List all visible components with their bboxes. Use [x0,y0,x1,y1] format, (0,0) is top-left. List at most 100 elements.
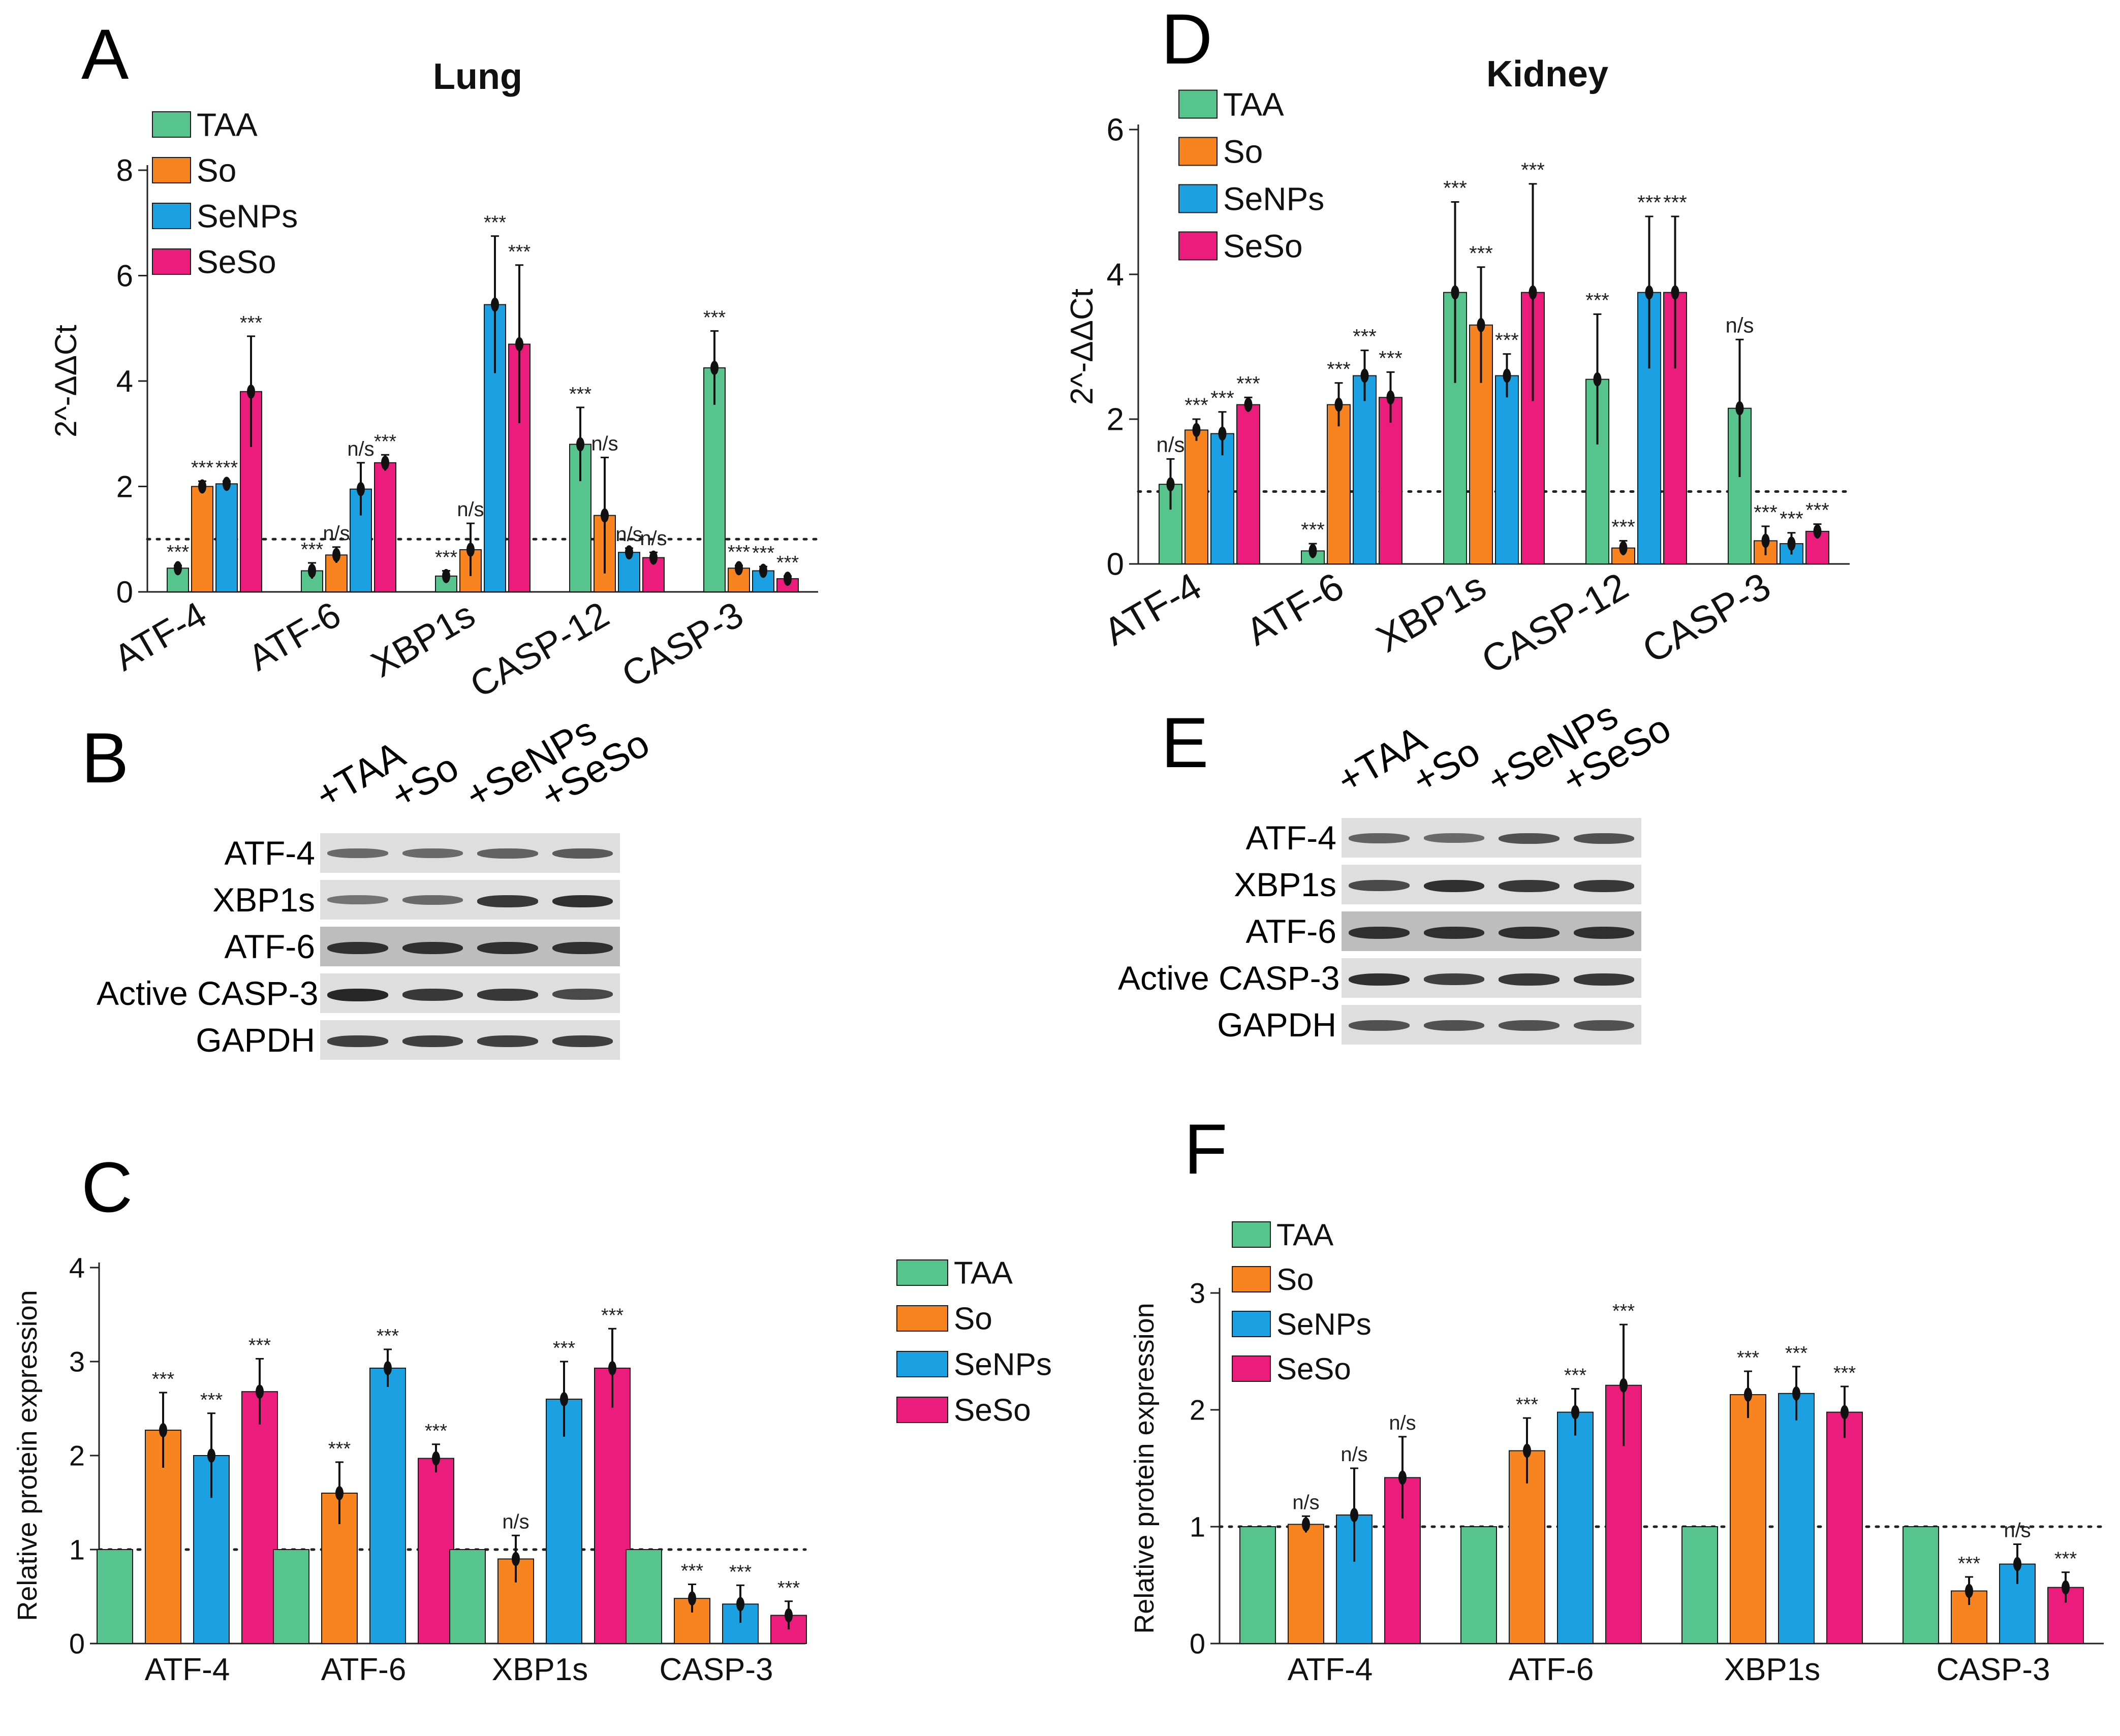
data-point-marker [332,548,340,562]
data-point-marker [247,384,255,399]
significance-label-atf-6-seso: *** [1612,1301,1635,1322]
y-tick-label: 6 [1107,113,1124,148]
blot-strip [320,833,620,873]
bar-atf-4-senps [215,483,238,592]
blot-protein-label: Active CASP-3 [1118,959,1340,997]
data-point-marker [198,479,206,494]
data-point-marker [1451,285,1459,300]
significance-label-casp-12-seso: n/s [640,527,667,550]
data-point-marker [1619,541,1628,555]
blot-row-xbp1s: XBP1s [97,880,620,920]
significance-label-casp-12-so: *** [1611,516,1635,538]
x-tick-label-casp-3: CASP-3 [615,594,750,696]
blot-protein-label: GAPDH [196,1021,315,1059]
bar-casp-3-taa [703,367,726,592]
blot-band [1349,1020,1410,1031]
bar-atf-4-taa [97,1549,133,1644]
bar-casp-12-taa [1585,378,1609,564]
data-point-marker [1350,1508,1358,1522]
bar-xbp1s-senps [484,304,506,592]
legend-swatch-senps [152,203,191,229]
blot-band [402,989,463,1001]
data-point-marker [688,1591,696,1606]
data-point-marker [1787,536,1796,551]
blot-row-active-casp-3: Active CASP-3 [1118,958,1641,998]
legend-label-so: So [1276,1262,1314,1297]
blot-band [1499,833,1560,844]
legend-label-so: So [954,1302,992,1337]
data-point-marker [1645,285,1654,300]
bar-xbp1s-taa [435,575,457,592]
y-tick-label: 8 [116,153,133,187]
blot-strip [1342,958,1641,998]
significance-label-atf-6-so: n/s [323,522,350,545]
x-tick-label-casp-12: CASP-12 [1475,564,1636,682]
data-point-marker [1334,397,1343,412]
legend: TAA So SeNPs SeSo [152,106,298,280]
data-point-marker [1593,372,1602,387]
data-point-marker [357,482,365,496]
blot-band [552,895,613,908]
legend-label-senps: SeNPs [954,1347,1052,1382]
significance-label-xbp1s-so: *** [1737,1347,1760,1369]
data-point-marker [466,543,475,557]
significance-label-casp-12-senps: *** [1637,192,1661,214]
blot-strip [1342,1005,1641,1045]
significance-label-atf-6-taa: *** [301,539,324,560]
significance-label-xbp1s-senps: *** [1495,329,1519,352]
data-point-marker [2062,1580,2070,1595]
legend-label-taa: TAA [1223,86,1284,122]
bar-atf-4-so [1288,1524,1324,1644]
significance-label-casp-12-senps: n/s [615,523,642,546]
data-point-marker [784,572,792,586]
significance-label-atf-6-taa: *** [1301,519,1325,541]
data-point-marker [2013,1557,2021,1571]
blot-strip [320,880,620,920]
bar-atf-4-so [1184,429,1208,564]
data-point-marker [759,563,767,578]
data-point-marker [207,1448,215,1463]
blot-strip [1342,818,1641,858]
blot-band [477,848,538,859]
blot-row-atf-4: ATF-4 [1118,818,1641,858]
y-tick-label: 2 [116,470,133,504]
data-point-marker [608,1361,616,1375]
data-point-marker [159,1423,167,1438]
bar-xbp1s-senps [1495,375,1519,564]
x-tick-label-atf-6: ATF-6 [1239,564,1351,654]
chart-f: 0 1 2 3 Relative protein expression n/s n/s n/s… [1129,1218,2105,1687]
legend-swatch-seso [1232,1355,1271,1382]
legend-swatch-taa [1232,1221,1271,1248]
significance-label-atf-4-taa: n/s [1156,432,1184,456]
y-axis-label: 2^-ΔΔCt [1065,289,1100,405]
blot-band [477,895,538,907]
data-point-marker [1218,426,1227,441]
blot-protein-label: Active CASP-3 [97,974,319,1012]
x-tick-label-casp-3: CASP-3 [1937,1652,2050,1687]
x-tick-label-xbp1s: XBP1s [1724,1652,1821,1687]
x-tick-label-xbp1s: XBP1s [492,1652,588,1687]
significance-label-atf-4-seso: *** [248,1335,271,1356]
legend-swatch-seso [896,1397,948,1423]
blot-band [327,895,388,904]
blot-band [552,1035,613,1047]
legend-swatch-senps [1232,1311,1271,1337]
significance-label-atf-4-seso: *** [240,312,263,334]
panel-letter-F: F [1184,1109,1228,1189]
blot-band [1573,880,1634,892]
legend-swatch-seso [1178,231,1218,261]
data-point-marker [491,297,499,312]
significance-label-casp-3-seso: *** [2054,1549,2077,1570]
bar-atf-6-taa [1460,1526,1497,1644]
legend: TAA So SeNPs SeSo [896,1256,1052,1428]
legend-label-seso: SeSo [1276,1352,1351,1386]
bar-atf-4-seso [1236,404,1260,564]
blot-band [1499,927,1560,939]
blot-band [1423,927,1484,939]
significance-label-xbp1s-taa: *** [435,547,458,569]
blot-protein-label: XBP1s [212,881,315,919]
data-point-marker [1166,477,1175,492]
y-tick-label: 6 [116,259,133,293]
bar-casp-3-taa [1903,1526,1939,1644]
